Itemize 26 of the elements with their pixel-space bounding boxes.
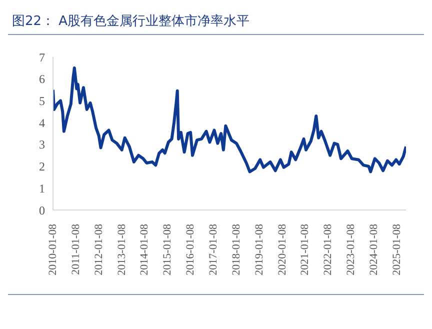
x-tick-label: 2014-01-08 (138, 224, 151, 276)
line-series (53, 66, 406, 174)
y-tick-label: 6 (39, 72, 45, 86)
y-tick-label: 3 (39, 138, 45, 152)
x-tick-label: 2019-01-08 (253, 224, 266, 276)
chart-title: 图22： A股有色金属行业整体市净率水平 (11, 13, 251, 31)
x-tick-label: 2023-01-08 (345, 224, 358, 276)
x-tick-label: 2017-01-08 (208, 224, 220, 276)
x-tick-label: 2016-01-08 (184, 224, 197, 276)
x-tick-label: 2011-01-08 (70, 224, 82, 275)
x-tick-label: 2013-01-08 (116, 224, 128, 276)
y-tick-label: 7 (39, 50, 45, 64)
x-tick-label: 2021-01-08 (299, 224, 312, 276)
x-tick-label: 2025-01-08 (390, 224, 403, 276)
x-tick-label: 2015-01-08 (162, 224, 174, 276)
y-tick-label: 1 (39, 181, 45, 196)
x-tick-label: 2024-01-08 (368, 224, 380, 276)
x-tick-label: 2020-01-08 (276, 224, 288, 276)
x-tick-label: 2022-01-08 (322, 224, 334, 276)
y-tick-label: 2 (39, 160, 45, 174)
y-tick-label: 5 (39, 94, 45, 108)
y-tick-label: 0 (39, 203, 45, 218)
x-tick-label: 2010-01-08 (47, 224, 59, 276)
y-tick-label: 4 (39, 116, 45, 130)
x-tick-label: 2012-01-08 (92, 224, 105, 276)
x-tick-label: 2018-01-08 (230, 224, 242, 276)
